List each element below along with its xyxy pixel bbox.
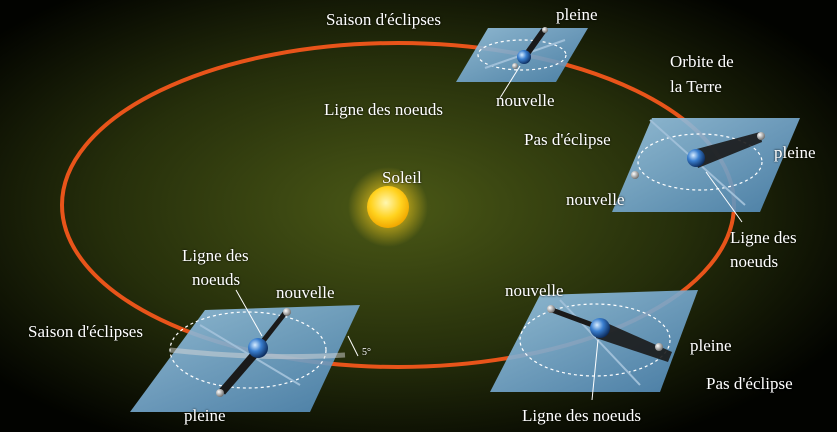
top-season-label: Saison d'éclipses [326, 10, 441, 29]
sun-label: Soleil [382, 168, 422, 187]
inclination-angle-label: 5° [362, 347, 371, 358]
earth [517, 50, 531, 64]
bottom-nodes-label: Ligne des noeuds [522, 406, 641, 425]
left-season-label: Saison d'éclipses [28, 322, 143, 341]
right-new-label: nouvelle [566, 190, 625, 209]
left-full-label: pleine [184, 406, 226, 425]
full-moon [216, 389, 224, 397]
earth-shadow [693, 132, 762, 168]
new-moon [512, 63, 518, 69]
full-moon [757, 132, 765, 140]
node-line [559, 299, 641, 386]
top-new-label: nouvelle [496, 91, 555, 110]
top-eclipse-plane [456, 27, 588, 99]
pointer [235, 289, 263, 337]
moon-shadow [551, 307, 599, 330]
full-moon [655, 343, 663, 351]
bottom-step-label: Pas d'éclipse [706, 374, 793, 393]
bottom-full-label: pleine [690, 336, 732, 355]
bottom-eclipse-plane [490, 290, 698, 401]
bottom-new-label: nouvelle [505, 281, 564, 300]
top-nodes-label: Ligne des noeuds [324, 100, 443, 119]
left-nodes-label-line1: Ligne des [182, 246, 249, 265]
angle-arrow [347, 335, 359, 357]
right-full-label: pleine [774, 143, 816, 162]
left-eclipse-plane [130, 289, 360, 412]
orbit-label-line1: Orbite de [670, 52, 734, 71]
right-eclipse-plane [612, 118, 800, 223]
moon-shadow [258, 311, 287, 347]
orbital-plane [130, 305, 360, 412]
new-moon [631, 171, 639, 179]
moon-orbit [477, 39, 567, 71]
earth-shadow [596, 320, 672, 362]
earth [248, 338, 268, 358]
moon-orbit [519, 303, 671, 377]
pointer [499, 65, 521, 99]
new-moon [283, 308, 291, 316]
left-nodes-label-line2: noeuds [192, 270, 241, 289]
pointer [705, 171, 743, 223]
right-nodes-label-line2: noeuds [730, 252, 779, 271]
full-moon [542, 27, 548, 33]
left-new-label: nouvelle [276, 283, 335, 302]
new-moon [547, 305, 555, 313]
top-full-label: pleine [556, 5, 598, 24]
pointer [591, 339, 599, 401]
moon-orbit [637, 133, 763, 191]
earth [590, 318, 610, 338]
earth [687, 149, 705, 167]
orbit-label-line2: la Terre [670, 77, 722, 96]
right-nodes-label-line1: Ligne des [730, 228, 797, 247]
sun [367, 186, 409, 228]
right-step-label: Pas d'éclipse [524, 130, 611, 149]
